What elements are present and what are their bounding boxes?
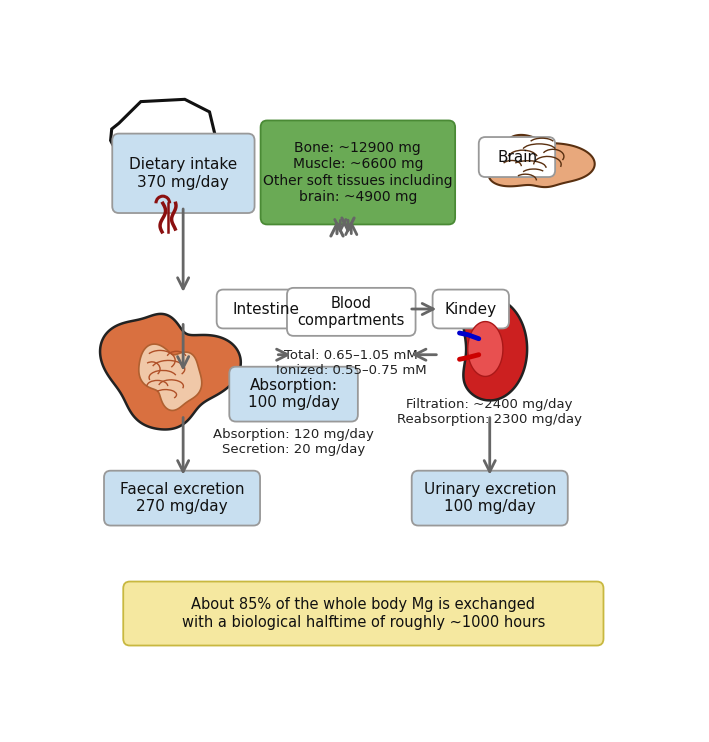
Text: Bone: ~12900 mg
Muscle: ~6600 mg
Other soft tissues including
brain: ~4900 mg: Bone: ~12900 mg Muscle: ~6600 mg Other s…: [263, 141, 452, 204]
Text: Filtration: ~2400 mg/day
Reabsorption: 2300 mg/day: Filtration: ~2400 mg/day Reabsorption: 2…: [397, 398, 582, 426]
Text: Total: 0.65–1.05 mM
Ionized: 0.55–0.75 mM: Total: 0.65–1.05 mM Ionized: 0.55–0.75 m…: [276, 349, 427, 377]
Text: Absorption:
100 mg/day: Absorption: 100 mg/day: [247, 378, 340, 410]
Text: Faecal excretion
270 mg/day: Faecal excretion 270 mg/day: [120, 482, 245, 514]
FancyBboxPatch shape: [261, 120, 455, 224]
Polygon shape: [468, 321, 503, 376]
FancyBboxPatch shape: [229, 367, 358, 421]
FancyBboxPatch shape: [123, 582, 603, 646]
FancyBboxPatch shape: [217, 289, 315, 329]
Text: About 85% of the whole body Mg is exchanged
with a biological halftime of roughl: About 85% of the whole body Mg is exchan…: [182, 597, 545, 630]
Polygon shape: [139, 344, 202, 410]
FancyBboxPatch shape: [287, 288, 415, 336]
FancyBboxPatch shape: [432, 289, 509, 329]
Text: Urinary excretion
100 mg/day: Urinary excretion 100 mg/day: [423, 482, 556, 514]
Text: Absorption: 120 mg/day
Secretion: 20 mg/day: Absorption: 120 mg/day Secretion: 20 mg/…: [213, 428, 374, 456]
FancyBboxPatch shape: [412, 470, 568, 525]
Polygon shape: [464, 298, 527, 401]
Polygon shape: [489, 135, 595, 187]
Text: Kindey: Kindey: [445, 301, 496, 317]
Text: Brain: Brain: [497, 150, 537, 165]
FancyBboxPatch shape: [112, 134, 255, 213]
FancyBboxPatch shape: [104, 470, 260, 525]
Text: Dietary intake
370 mg/day: Dietary intake 370 mg/day: [129, 157, 238, 190]
Polygon shape: [100, 314, 241, 430]
Text: Blood
compartments: Blood compartments: [298, 295, 405, 328]
FancyBboxPatch shape: [479, 137, 555, 177]
Text: Intestine: Intestine: [232, 301, 299, 317]
